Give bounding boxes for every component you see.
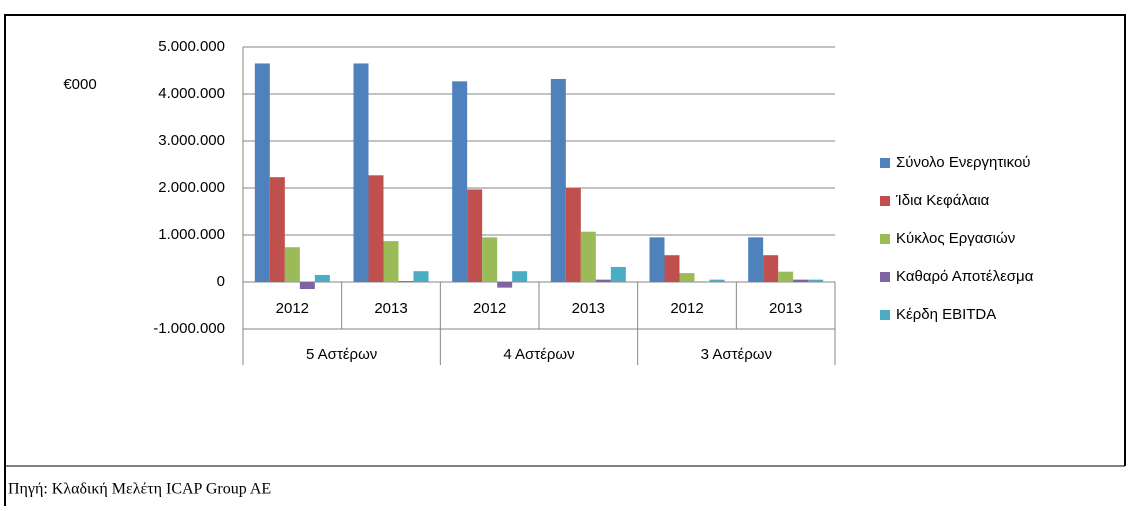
bar (315, 275, 330, 282)
source: Πηγή: Κλαδική Μελέτη ICAP Group AE (8, 481, 271, 498)
bar (512, 271, 527, 282)
x-tick-label: 2012 (276, 300, 309, 317)
bar (808, 280, 823, 282)
legend-label: Καθαρό Αποτέλεσμα (896, 268, 1034, 285)
y-tick-label: 4.000.000 (158, 85, 225, 102)
bar (551, 79, 566, 282)
bar (482, 237, 497, 282)
bar (665, 255, 680, 282)
legend-label: Σύνολο Ενεργητικού (896, 154, 1031, 171)
legend-swatch (880, 158, 890, 168)
bar (596, 280, 611, 282)
bar (680, 273, 695, 282)
bar (778, 272, 793, 282)
bar (285, 247, 300, 282)
legend-swatch (880, 234, 890, 244)
bar (650, 237, 665, 282)
y-tick-label: 2.000.000 (158, 179, 225, 196)
bar (399, 281, 414, 282)
group-label: 4 Αστέρων (503, 346, 574, 363)
x-tick-label: 2013 (572, 300, 605, 317)
legend-label: Ίδια Κεφάλαια (895, 192, 990, 209)
x-tick-label: 2012 (670, 300, 703, 317)
y-tick-label: 3.000.000 (158, 132, 225, 149)
x-tick-label: 2013 (769, 300, 802, 317)
group-label: 3 Αστέρων (701, 346, 772, 363)
bar (710, 280, 725, 282)
group-label: 5 Αστέρων (306, 346, 377, 363)
bar (793, 280, 808, 282)
legend-swatch (880, 310, 890, 320)
legend-label: Κέρδη EBITDA (896, 306, 996, 323)
y-tick-label: 1.000.000 (158, 226, 225, 243)
bar (369, 175, 384, 282)
bar (763, 255, 778, 282)
bar (452, 81, 467, 282)
bar (748, 237, 763, 282)
bar (255, 63, 270, 282)
bar (611, 267, 626, 282)
y-tick-label: 5.000.000 (158, 38, 225, 55)
legend-swatch (880, 196, 890, 206)
legend-label: Κύκλος Εργασιών (896, 230, 1015, 247)
bar (354, 63, 369, 282)
x-tick-label: 2012 (473, 300, 506, 317)
x-tick-label: 2013 (374, 300, 407, 317)
y-tick-label: -1.000.000 (153, 320, 225, 337)
bar (270, 177, 285, 282)
bar (414, 271, 429, 282)
bar (566, 188, 581, 282)
bar (300, 282, 315, 289)
bar (467, 189, 482, 282)
legend-swatch (880, 272, 890, 282)
bar (581, 232, 596, 282)
y-tick-label: 0 (217, 273, 225, 290)
bar (497, 282, 512, 288)
bar (384, 241, 399, 282)
y-axis-label: €000 (63, 76, 96, 93)
